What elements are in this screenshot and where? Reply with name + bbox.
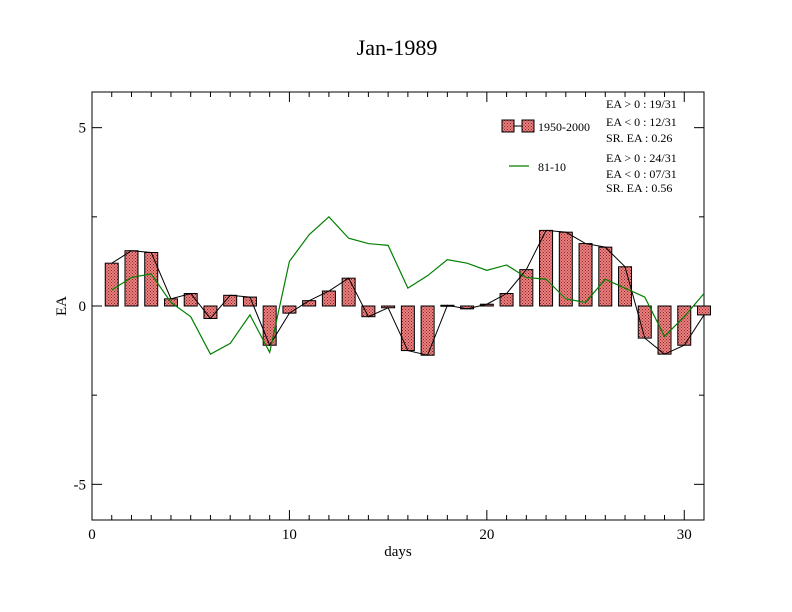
bar xyxy=(341,277,356,307)
bar xyxy=(420,305,435,356)
legend-stat: EA < 0 : 12/31 xyxy=(606,115,677,129)
bar xyxy=(104,262,119,307)
bar xyxy=(598,246,613,307)
y-tick-label: 0 xyxy=(79,299,87,315)
line-series-1950-2000 xyxy=(111,229,705,356)
legend-stat: EA > 0 : 24/31 xyxy=(606,151,677,165)
bar-series-1950-2000 xyxy=(104,229,711,356)
y-tick-label: 5 xyxy=(79,121,87,137)
legend-stat: EA < 0 : 07/31 xyxy=(606,167,677,181)
bar xyxy=(282,305,297,314)
x-tick-label: 20 xyxy=(479,527,494,543)
bar xyxy=(697,305,711,316)
bar xyxy=(499,293,514,307)
legend-swatch-bar xyxy=(501,119,515,133)
legend-label-81-10: 81-10 xyxy=(538,160,566,174)
legend-swatch-bar xyxy=(521,119,535,133)
bar xyxy=(144,252,159,307)
x-tick-label: 10 xyxy=(282,527,297,543)
bar xyxy=(262,305,277,346)
bar xyxy=(400,305,415,352)
bar xyxy=(539,229,554,307)
y-tick-label: -5 xyxy=(74,477,87,493)
legend-stat: SR. EA : 0.56 xyxy=(606,181,672,195)
legend-label-1950-2000: 1950-2000 xyxy=(538,120,590,134)
legend: EA > 0 : 19/31 EA < 0 : 12/31 SR. EA : 0… xyxy=(501,97,677,195)
y-axis-label: EA xyxy=(54,296,70,316)
legend-stat: SR. EA : 0.26 xyxy=(606,131,672,145)
legend-stat: EA > 0 : 19/31 xyxy=(606,97,677,111)
x-axis-label: days xyxy=(384,544,412,560)
bar xyxy=(242,296,257,307)
line-series-81-10 xyxy=(111,215,705,355)
x-tick-label: 0 xyxy=(88,527,96,543)
bar xyxy=(124,250,139,307)
axes: 0 10 20 30 -5 0 5 xyxy=(74,92,705,543)
chart-title: Jan-1989 xyxy=(357,35,438,60)
x-tick-label: 30 xyxy=(677,527,692,543)
bar xyxy=(657,305,672,355)
